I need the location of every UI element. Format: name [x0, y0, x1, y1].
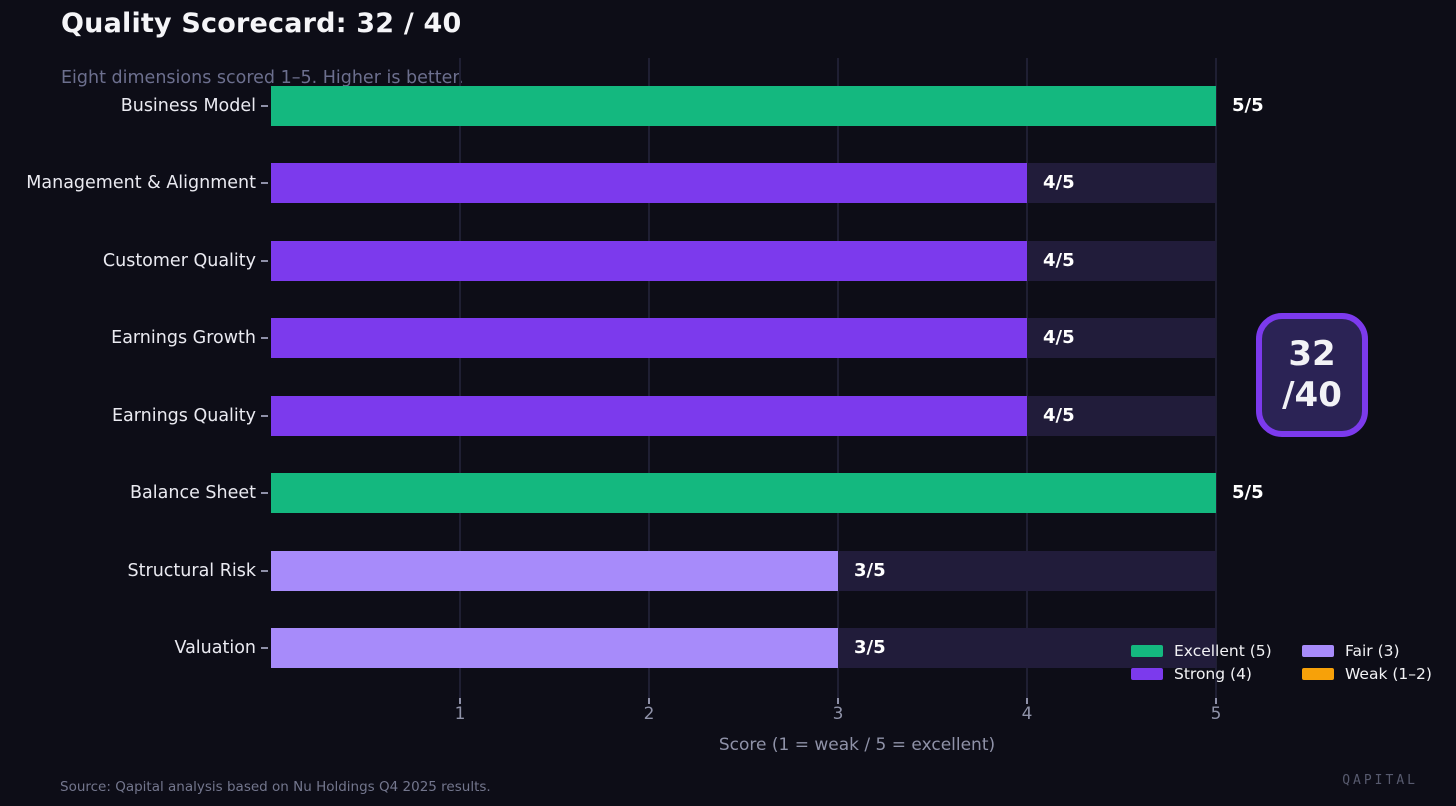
legend-swatch [1131, 645, 1163, 657]
y-axis-tick [261, 570, 268, 572]
legend-swatch [1131, 668, 1163, 680]
legend-label: Fair (3) [1345, 642, 1400, 660]
legend-item: Weak (1–2) [1302, 663, 1456, 685]
y-axis-tick [261, 492, 268, 494]
category-label: Earnings Growth [111, 328, 256, 348]
gridline [648, 58, 650, 698]
category-label: Structural Risk [127, 561, 256, 581]
gridline [837, 58, 839, 698]
y-axis-tick [261, 105, 268, 107]
y-axis-tick [261, 337, 268, 339]
score-badge-numerator: 32 [1288, 334, 1336, 374]
category-label: Valuation [174, 638, 256, 658]
legend-item: Excellent (5) [1131, 640, 1302, 662]
x-tick-label: 3 [832, 704, 844, 724]
legend-label: Weak (1–2) [1345, 665, 1432, 683]
score-badge-denominator: /40 [1282, 375, 1342, 415]
value-label: 3/5 [854, 560, 886, 581]
legend-column: Fair (3) Weak (1–2) [1302, 640, 1456, 686]
legend-item: Fair (3) [1302, 640, 1456, 662]
x-axis-tick [1026, 698, 1028, 704]
legend-label: Excellent (5) [1174, 642, 1272, 660]
legend-label: Strong (4) [1174, 665, 1252, 683]
legend: Excellent (5) Strong (4) Fair (3) Weak (1–2… [1131, 640, 1456, 686]
x-tick-label: 2 [643, 704, 655, 724]
x-tick-label: 4 [1021, 704, 1033, 724]
value-label: 4/5 [1043, 250, 1075, 271]
bar-structural-risk [271, 551, 838, 591]
x-axis-tick [837, 698, 839, 704]
chart-subtitle: Eight dimensions scored 1–5. Higher is b… [61, 68, 464, 88]
gridline [1215, 58, 1217, 698]
category-label: Balance Sheet [130, 483, 256, 503]
score-badge: 32 /40 [1256, 313, 1368, 437]
value-label: 5/5 [1232, 95, 1264, 116]
value-label: 5/5 [1232, 482, 1264, 503]
category-label: Customer Quality [102, 251, 256, 271]
bar-management-alignment [271, 163, 1027, 203]
bar-customer-quality [271, 241, 1027, 281]
category-label: Earnings Quality [111, 406, 256, 426]
gridline [459, 58, 461, 698]
category-label: Business Model [120, 96, 256, 116]
y-axis-tick [261, 182, 268, 184]
x-axis-tick [1215, 698, 1217, 704]
bar-business-model [271, 86, 1216, 126]
value-label: 3/5 [854, 637, 886, 658]
category-label: Management & Alignment [26, 173, 256, 193]
y-axis-tick [261, 647, 268, 649]
x-axis-tick [648, 698, 650, 704]
y-axis-tick [261, 260, 268, 262]
bar-valuation [271, 628, 838, 668]
bar-balance-sheet [271, 473, 1216, 513]
x-tick-label: 1 [454, 704, 466, 724]
legend-item: Strong (4) [1131, 663, 1302, 685]
chart-title: Quality Scorecard: 32 / 40 [61, 8, 462, 39]
x-axis-tick [459, 698, 461, 704]
value-label: 4/5 [1043, 327, 1075, 348]
source-note: Source: Qapital analysis based on Nu Hol… [60, 779, 491, 795]
bar-earnings-growth [271, 318, 1027, 358]
legend-column: Excellent (5) Strong (4) [1131, 640, 1302, 686]
brand-watermark: QAPITAL [1342, 773, 1418, 788]
value-label: 4/5 [1043, 405, 1075, 426]
value-label: 4/5 [1043, 172, 1075, 193]
bar-earnings-quality [271, 396, 1027, 436]
gridline [1026, 58, 1028, 698]
y-axis-tick [261, 415, 268, 417]
legend-swatch [1302, 645, 1334, 657]
x-tick-label: 5 [1210, 704, 1222, 724]
x-axis-label: Score (1 = weak / 5 = excellent) [718, 735, 996, 755]
legend-swatch [1302, 668, 1334, 680]
